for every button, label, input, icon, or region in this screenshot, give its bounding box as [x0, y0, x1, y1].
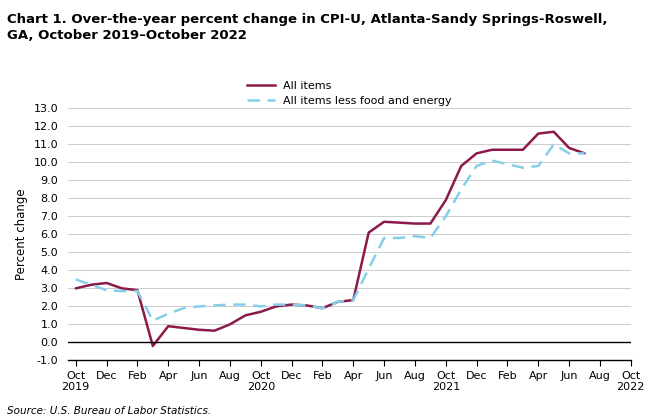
All items less food and energy — [242, 302, 249, 307]
Line: All items: All items — [76, 132, 585, 346]
All items less food and energy — [257, 304, 265, 309]
All items less food and energy — [349, 297, 357, 302]
All items less food and energy — [118, 289, 126, 294]
All items — [319, 306, 327, 311]
All items less food and energy — [149, 318, 157, 323]
All items less food and energy — [395, 236, 403, 241]
All items less food and energy — [426, 236, 434, 241]
All items less food and energy — [457, 187, 465, 192]
All items less food and energy — [581, 151, 589, 156]
Text: Source: U.S. Bureau of Labor Statistics.: Source: U.S. Bureau of Labor Statistics. — [7, 406, 211, 416]
All items — [272, 304, 280, 309]
All items — [303, 303, 311, 308]
All items — [457, 163, 465, 168]
All items — [473, 151, 480, 156]
All items less food and energy — [102, 288, 110, 293]
All items — [149, 344, 157, 349]
All items — [334, 299, 342, 304]
All items — [87, 282, 95, 287]
All items — [550, 129, 558, 134]
All items less food and energy — [319, 306, 327, 311]
All items — [488, 147, 496, 152]
All items — [211, 328, 218, 333]
All items — [72, 286, 80, 291]
All items less food and energy — [550, 142, 558, 147]
All items — [365, 230, 373, 235]
All items less food and energy — [195, 304, 203, 309]
All items less food and energy — [72, 277, 80, 282]
All items less food and energy — [272, 302, 280, 307]
All items less food and energy — [133, 289, 141, 294]
Y-axis label: Percent change: Percent change — [15, 189, 28, 280]
All items less food and energy — [334, 299, 342, 304]
All items less food and energy — [519, 165, 527, 170]
All items — [442, 198, 449, 203]
All items less food and energy — [211, 303, 218, 308]
Legend: All items, All items less food and energy: All items, All items less food and energ… — [242, 76, 457, 110]
All items — [180, 326, 187, 331]
All items — [164, 324, 172, 329]
All items — [395, 220, 403, 225]
All items less food and energy — [380, 236, 388, 241]
All items — [519, 147, 527, 152]
Line: All items less food and energy: All items less food and energy — [76, 144, 585, 321]
All items — [118, 286, 126, 291]
All items — [581, 151, 589, 156]
All items — [288, 302, 296, 307]
All items less food and energy — [303, 303, 311, 308]
All items less food and energy — [365, 266, 373, 271]
All items less food and energy — [535, 163, 543, 168]
All items less food and energy — [288, 302, 296, 307]
All items — [133, 288, 141, 293]
All items — [242, 313, 249, 318]
All items — [411, 221, 419, 226]
All items less food and energy — [565, 151, 573, 156]
All items less food and energy — [473, 163, 480, 168]
All items — [380, 219, 388, 224]
All items less food and energy — [488, 158, 496, 163]
All items — [504, 147, 512, 152]
All items — [426, 221, 434, 226]
All items less food and energy — [164, 311, 172, 316]
All items — [565, 145, 573, 150]
All items — [349, 297, 357, 302]
All items less food and energy — [87, 282, 95, 287]
All items less food and energy — [442, 214, 449, 219]
All items less food and energy — [504, 162, 512, 167]
All items less food and energy — [180, 306, 187, 311]
All items — [226, 322, 234, 327]
All items less food and energy — [411, 234, 419, 239]
Text: Chart 1. Over-the-year percent change in CPI-U, Atlanta-Sandy Springs-Roswell,
G: Chart 1. Over-the-year percent change in… — [7, 13, 607, 42]
All items — [257, 309, 265, 314]
All items — [102, 281, 110, 286]
All items — [195, 327, 203, 332]
All items less food and energy — [226, 302, 234, 307]
All items — [535, 131, 543, 136]
